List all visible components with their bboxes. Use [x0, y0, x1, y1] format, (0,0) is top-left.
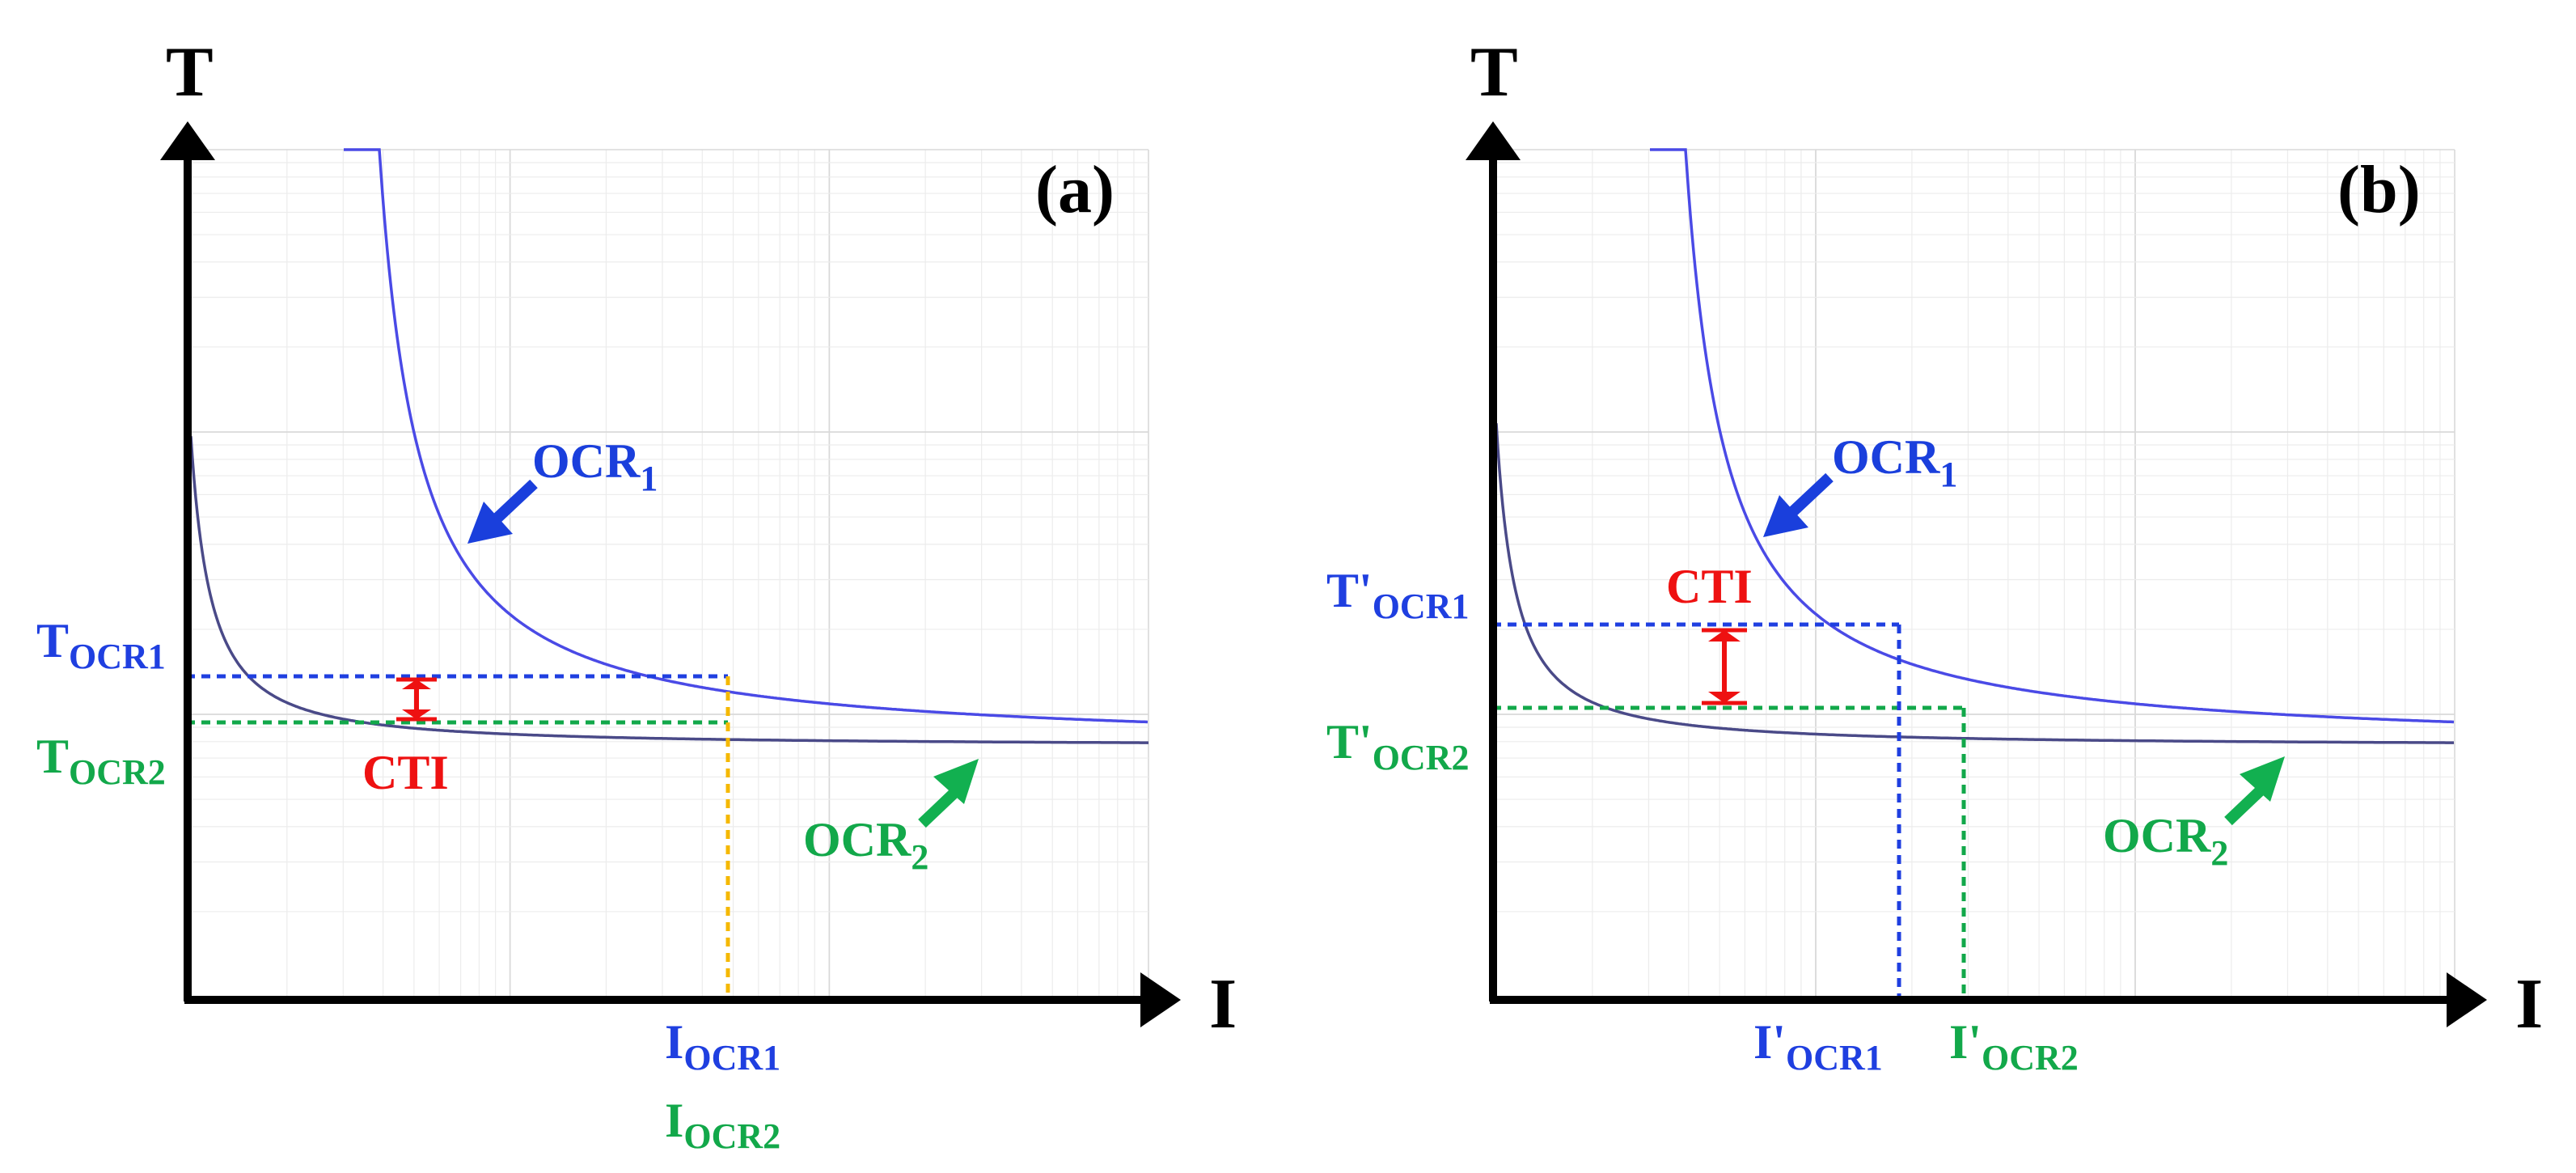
panel-b-ocr1-label: OCR1 [1832, 430, 1957, 494]
panel-b-x-axis-letter: I [2515, 965, 2543, 1044]
panel-b-x-axis-arrowhead [2447, 972, 2487, 1027]
panel-b-curve-ocr1 [1650, 148, 2455, 724]
panel-a-ocr2-pointer-arrow [918, 759, 979, 828]
panel-a-i-ocr1-label: IOCR1 [665, 1015, 780, 1078]
panel-b-ocr2-label: OCR2 [2103, 809, 2228, 873]
panel-a-t-ocr2-label: TOCR2 [36, 730, 166, 792]
panel-a-cti-label: CTI [362, 746, 449, 799]
panel-b-curve-ocr2 [1495, 423, 2454, 744]
panel-a-ocr1-pointer-arrow [467, 479, 538, 544]
panel-a-x-axis-arrowhead [1140, 972, 1181, 1027]
panel-a-ocr2-label: OCR2 [803, 813, 928, 877]
panel-b: T I (b) OCR1 OCR2 T'OCR1 T'OCR2 CTI I'OC… [1326, 33, 2543, 1078]
panel-a-tag: (a) [1035, 152, 1115, 227]
panel-b-y-axis-letter: T [1470, 33, 1518, 112]
panel-b-cti-marker [1702, 628, 1747, 705]
panel-b-ocr2-pointer-arrow [2224, 756, 2285, 826]
panel-a-t-ocr1-label: TOCR1 [36, 614, 166, 676]
panel-b-t-ocr1-label: T'OCR1 [1326, 564, 1469, 626]
panel-a-cti-marker [396, 677, 437, 722]
panel-a-curve-ocr1 [344, 148, 1148, 724]
panel-b-ocr1-pointer-arrow [1763, 472, 1834, 537]
panel-b-i-ocr1-label: I'OCR1 [1753, 1015, 1883, 1078]
panel-a-grid [190, 149, 1149, 997]
panel-b-grid [1495, 149, 2455, 997]
panel-a-x-axis-letter: I [1209, 965, 1237, 1044]
panel-b-i-ocr2-label: I'OCR2 [1949, 1015, 2079, 1078]
panel-a-i-ocr2-label: IOCR2 [665, 1094, 780, 1156]
panel-a-y-axis-arrowhead [160, 121, 215, 160]
panel-a-curve-ocr2 [189, 436, 1148, 744]
panel-b-tag: (b) [2337, 152, 2421, 227]
panel-b-y-axis-arrowhead [1466, 121, 1521, 160]
panel-b-cti-label: CTI [1666, 560, 1753, 613]
panel-b-t-ocr2-label: T'OCR2 [1326, 715, 1469, 777]
panel-a: T I (a) OCR1 OCR2 TOCR1 TOCR2 CTI IOCR1 … [36, 33, 1237, 1156]
panel-a-y-axis-letter: T [166, 33, 214, 112]
panel-a-ocr1-label: OCR1 [532, 434, 658, 498]
